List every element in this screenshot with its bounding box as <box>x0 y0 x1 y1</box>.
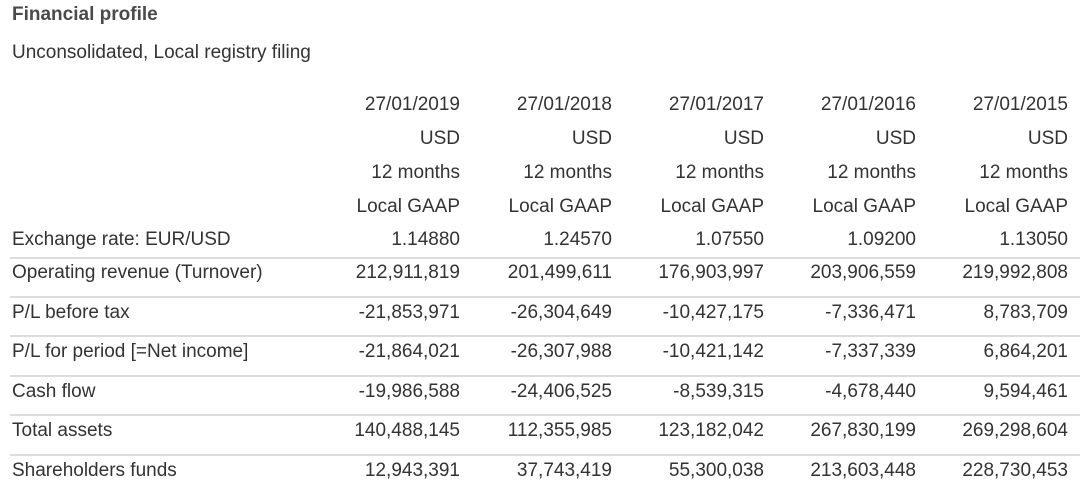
row-divider <box>10 414 1080 416</box>
table-cell-value: 8,783,709 <box>983 302 1068 323</box>
table-cell-value: 228,730,453 <box>962 460 1068 481</box>
table-cell-value: 12,943,391 <box>364 460 460 481</box>
column-header-date: 27/01/2016 <box>820 94 916 115</box>
column-header-standard: Local GAAP <box>508 196 613 217</box>
column-header-period: 12 months <box>675 162 764 183</box>
table-cell-value: 1.14880 <box>391 229 460 250</box>
column-header-standard: Local GAAP <box>356 196 461 217</box>
table-cell-value: 9,594,461 <box>983 381 1068 402</box>
table-cell-value: -8,539,315 <box>673 381 764 402</box>
table-cell-value: -21,864,021 <box>358 341 460 362</box>
column-header-period: 12 months <box>523 162 612 183</box>
table-cell-value: 203,906,559 <box>810 262 916 283</box>
table-cell-value: 201,499,611 <box>507 262 612 283</box>
column-header-currency: USD <box>571 128 612 149</box>
table-cell-value: 267,830,199 <box>810 420 916 441</box>
table-cell-value: -21,853,971 <box>358 302 460 323</box>
section-title: Financial profile <box>12 4 158 25</box>
table-cell-value: -26,307,988 <box>510 341 612 362</box>
table-cell-value: 123,182,042 <box>658 420 764 441</box>
table-cell-value: 37,743,419 <box>516 460 612 481</box>
row-divider <box>10 375 1080 377</box>
row-divider <box>10 257 1080 259</box>
table-cell-value: 140,488,145 <box>354 420 460 441</box>
row-label: Exchange rate: EUR/USD <box>12 229 231 250</box>
table-cell-value: 6,864,201 <box>983 341 1068 362</box>
column-header-date: 27/01/2017 <box>668 94 764 115</box>
row-divider <box>10 296 1080 298</box>
section-subtitle: Unconsolidated, Local registry filing <box>12 42 311 63</box>
table-cell-value: 212,911,819 <box>355 262 460 283</box>
table-cell-value: 219,992,808 <box>962 262 1068 283</box>
table-cell-value: -10,427,175 <box>662 302 764 323</box>
row-label: Cash flow <box>12 381 96 402</box>
table-cell-value: -7,336,471 <box>825 302 916 323</box>
column-header-period: 12 months <box>979 162 1068 183</box>
column-header-standard: Local GAAP <box>660 196 765 217</box>
row-label: Operating revenue (Turnover) <box>12 262 263 283</box>
row-divider <box>10 335 1080 337</box>
column-header-currency: USD <box>875 128 916 149</box>
column-header-date: 27/01/2018 <box>516 94 612 115</box>
row-label: P/L for period [=Net income] <box>12 341 249 362</box>
column-header-date: 27/01/2019 <box>364 94 460 115</box>
table-cell-value: 176,903,997 <box>658 262 764 283</box>
row-label: Total assets <box>12 420 113 441</box>
table-cell-value: -19,986,588 <box>358 381 460 402</box>
row-label: P/L before tax <box>12 302 130 323</box>
column-header-period: 12 months <box>371 162 460 183</box>
table-cell-value: 1.13050 <box>999 229 1068 250</box>
table-cell-value: 269,298,604 <box>962 420 1068 441</box>
column-header-period: 12 months <box>827 162 916 183</box>
table-cell-value: -7,337,339 <box>825 341 916 362</box>
table-cell-value: 55,300,038 <box>668 460 764 481</box>
table-cell-value: 1.07550 <box>695 229 764 250</box>
table-cell-value: 1.09200 <box>847 229 916 250</box>
column-header-standard: Local GAAP <box>812 196 917 217</box>
table-cell-value: -4,678,440 <box>825 381 916 402</box>
column-header-currency: USD <box>1027 128 1068 149</box>
table-cell-value: -24,406,525 <box>510 381 612 402</box>
table-cell-value: 213,603,448 <box>810 460 916 481</box>
column-header-currency: USD <box>419 128 460 149</box>
table-cell-value: -26,304,649 <box>510 302 612 323</box>
table-cell-value: 112,355,985 <box>507 420 612 441</box>
row-divider <box>10 454 1080 456</box>
column-header-standard: Local GAAP <box>964 196 1069 217</box>
table-cell-value: -10,421,142 <box>662 341 764 362</box>
row-label: Shareholders funds <box>12 460 177 481</box>
column-header-date: 27/01/2015 <box>972 94 1068 115</box>
table-cell-value: 1.24570 <box>543 229 612 250</box>
column-header-currency: USD <box>723 128 764 149</box>
